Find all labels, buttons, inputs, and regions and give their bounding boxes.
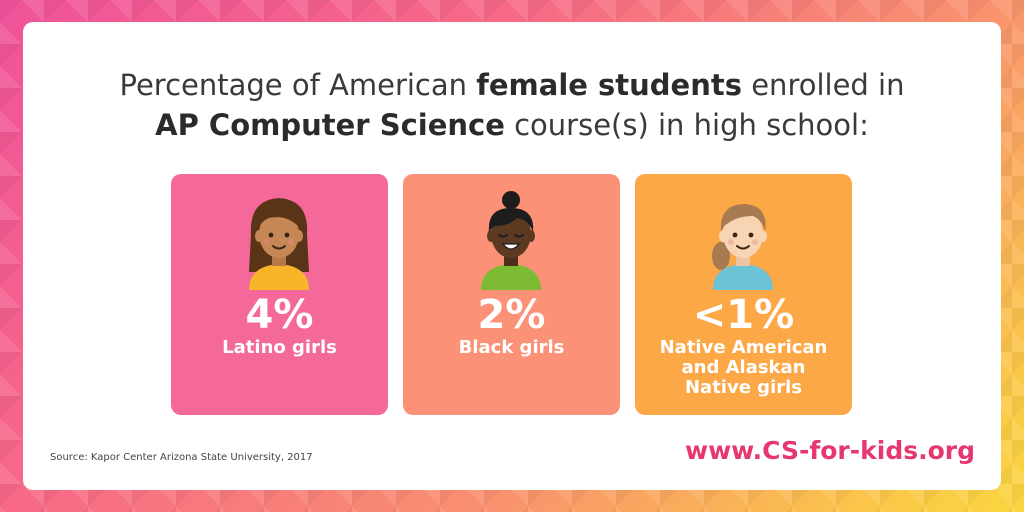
headline-bold-2: AP Computer Science — [155, 108, 505, 142]
black-girl-avatar-icon — [481, 191, 541, 290]
headline-bold-1: female students — [476, 68, 742, 102]
headline-text-2: enrolled in — [742, 68, 905, 102]
stat-tile-latino: 4% Latino girls — [171, 174, 388, 415]
website-url[interactable]: www.CS-for-kids.org — [684, 436, 975, 465]
stat-value: 4% — [245, 292, 314, 338]
stat-label: Black girls — [458, 337, 565, 358]
stat-label-line: Native American — [659, 337, 828, 358]
headline: Percentage of American female students e… — [23, 65, 1001, 145]
headline-text-3: course(s) in high school: — [504, 108, 869, 142]
stat-label-line: Native girls — [684, 377, 802, 398]
source-citation: Source: Kapor Center Arizona State Unive… — [50, 452, 313, 463]
stat-label: Native American and Alaskan Native girls — [635, 338, 852, 398]
stat-value: <1% — [692, 292, 795, 338]
stat-label-line: and Alaskan — [681, 357, 806, 378]
infographic-card: Percentage of American female students e… — [23, 22, 1001, 490]
stat-tile-native: <1% Native American and Alaskan Native gir… — [635, 174, 852, 415]
stat-value: 2% — [477, 292, 546, 338]
headline-text-1: Percentage of American — [119, 68, 477, 102]
stat-label: Latino girls — [222, 337, 337, 358]
stat-tile-black: 2% Black girls — [403, 174, 620, 415]
native-girl-avatar-icon — [712, 204, 773, 290]
latino-girl-avatar-icon — [249, 198, 309, 290]
